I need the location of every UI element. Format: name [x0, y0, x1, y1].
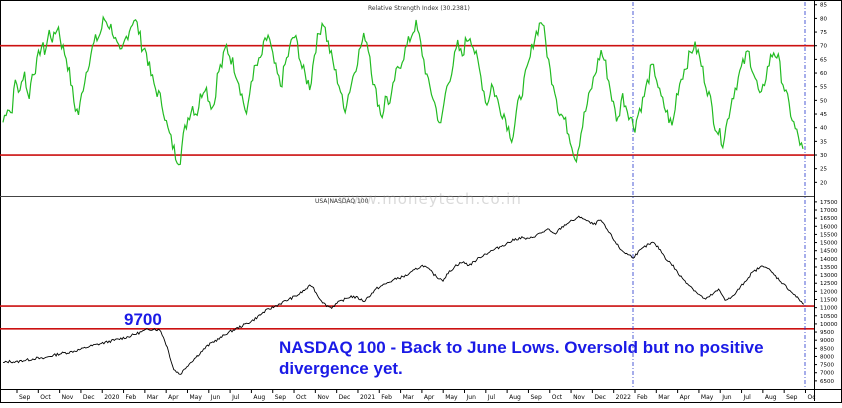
price-y-tick-label: 14000 — [820, 257, 838, 263]
x-tick-label: Dec — [83, 394, 95, 401]
x-tick-label: Mar — [403, 394, 415, 401]
x-tick-label: Jun — [210, 394, 221, 401]
price-y-tick-label: 16000 — [820, 224, 838, 230]
rsi-y-tick-label: 60 — [820, 71, 827, 77]
x-tick-label: Dec — [594, 394, 606, 401]
x-tick-label: Mar — [147, 394, 159, 401]
x-tick-label: Jul — [743, 394, 752, 401]
rsi-y-tick-label: 20 — [820, 180, 827, 186]
x-tick-label: Aug — [253, 394, 265, 401]
price-y-tick-label: 11000 — [820, 306, 838, 312]
x-tick-label: Apr — [424, 394, 435, 401]
x-tick-label: Oct — [552, 394, 563, 401]
price-y-tick-label: 8500 — [820, 346, 834, 352]
price-y-tick-label: 9000 — [820, 338, 834, 344]
price-y-tick-label: 6500 — [820, 379, 834, 385]
x-tick-label: Aug — [765, 394, 777, 401]
x-tick-label: Sep — [530, 394, 542, 401]
x-tick-label: Oct — [296, 394, 307, 401]
x-tick-label: Jun — [721, 394, 732, 401]
price-y-tick-label: 8000 — [820, 354, 834, 360]
annotation-note: NASDAQ 100 - Back to June Lows. Oversold… — [279, 338, 764, 378]
price-y-tick-label: 15000 — [820, 241, 838, 247]
rsi-y-tick-label: 65 — [820, 57, 827, 63]
level-label-9700: 9700 — [124, 310, 162, 329]
price-y-tick-label: 17500 — [820, 200, 838, 206]
price-y-tick-label: 7000 — [820, 371, 834, 377]
x-tick-label: 2020 — [104, 394, 119, 401]
x-tick-label: Feb — [381, 394, 392, 401]
x-tick-label: Mar — [658, 394, 670, 401]
x-tick-label: Jul — [487, 394, 496, 401]
x-tick-label: Sep — [275, 394, 287, 401]
x-tick-label: 2022 — [616, 394, 631, 401]
price-y-tick-label: 7500 — [820, 363, 834, 369]
rsi-y-tick-label: 45 — [820, 112, 827, 118]
price-y-tick-label: 15500 — [820, 232, 838, 238]
x-tick-label: Nov — [317, 394, 329, 401]
x-tick-label: Jun — [466, 394, 477, 401]
price-series-line — [3, 215, 805, 375]
x-tick-label: May — [189, 394, 202, 401]
x-tick-label: Sep — [19, 394, 31, 401]
x-tick-label: Oc — [807, 394, 815, 401]
price-title: USA|NASDAQ 100 — [315, 198, 369, 205]
x-tick-label: Dec — [339, 394, 351, 401]
x-tick-label: May — [701, 394, 714, 401]
price-y-tick-label: 13000 — [820, 273, 838, 279]
x-tick-label: 2021 — [360, 394, 375, 401]
price-y-tick-label: 14500 — [820, 249, 838, 255]
rsi-y-tick-label: 70 — [820, 44, 827, 50]
x-tick-label: May — [445, 394, 458, 401]
price-y-tick-label: 9500 — [820, 330, 834, 336]
x-tick-label: Sep — [786, 394, 798, 401]
rsi-y-tick-label: 50 — [820, 98, 827, 104]
rsi-y-tick-label: 30 — [820, 153, 827, 159]
x-tick-label: Nov — [573, 394, 585, 401]
price-y-tick-label: 11500 — [820, 298, 838, 304]
rsi-y-tick-label: 75 — [820, 30, 827, 36]
x-tick-label: Oct — [40, 394, 51, 401]
x-tick-label: Aug — [509, 394, 521, 401]
price-y-tick-label: 10000 — [820, 322, 838, 328]
rsi-y-tick-label: 25 — [820, 167, 827, 173]
x-tick-label: Apr — [680, 394, 691, 401]
price-y-tick-label: 10500 — [820, 314, 838, 320]
x-tick-label: Feb — [637, 394, 648, 401]
rsi-y-tick-label: 80 — [820, 16, 827, 22]
rsi-y-tick-label: 40 — [820, 126, 827, 132]
watermark-text: www.moneytech.co.in — [338, 190, 522, 208]
x-tick-label: Jul — [231, 394, 240, 401]
x-tick-label: Feb — [126, 394, 137, 401]
price-y-tick-label: 16500 — [820, 216, 838, 222]
price-y-tick-label: 12000 — [820, 289, 838, 295]
price-y-tick-label: 12500 — [820, 281, 838, 287]
rsi-y-tick-label: 35 — [820, 139, 827, 145]
x-tick-label: Nov — [62, 394, 74, 401]
price-y-tick-label: 13500 — [820, 265, 838, 271]
price-y-tick-label: 17000 — [820, 208, 838, 214]
x-tick-label: Apr — [168, 394, 179, 401]
rsi-series-line — [2, 15, 804, 166]
rsi-title: Relative Strength Index (30.2381) — [368, 5, 470, 12]
rsi-y-tick-label: 85 — [820, 3, 827, 9]
rsi-y-tick-label: 55 — [820, 85, 827, 91]
